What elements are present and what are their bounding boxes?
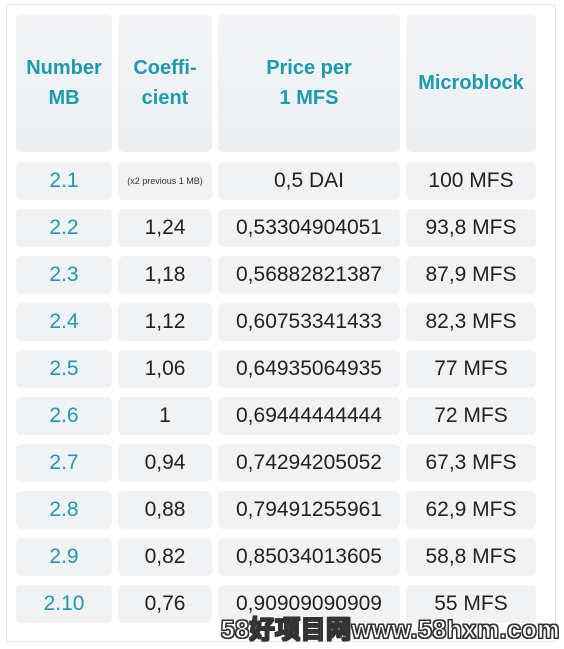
cell-coefficient: 1,12 (118, 303, 212, 341)
cell-coefficient: 0,76 (118, 585, 212, 623)
table-row: 2.4 1,12 0,60753341433 82,3 MFS (16, 303, 546, 341)
header-row: Number MB Coeffi- cient Price per 1 MFS … (16, 14, 546, 152)
cell-coefficient: 0,94 (118, 444, 212, 482)
cell-coefficient: 0,82 (118, 538, 212, 576)
header-number-mb: Number MB (16, 14, 112, 152)
table-row: 2.7 0,94 0,74294205052 67,3 MFS (16, 444, 546, 482)
cell-coefficient: 1 (118, 397, 212, 435)
cell-number-mb: 2.10 (16, 585, 112, 623)
pricing-table: Number MB Coeffi- cient Price per 1 MFS … (16, 14, 546, 632)
cell-price: 0,53304904051 (218, 209, 400, 247)
cell-microblock: 87,9 MFS (406, 256, 536, 294)
cell-number-mb: 2.8 (16, 491, 112, 529)
cell-number-mb: 2.2 (16, 209, 112, 247)
table-row: 2.10 0,76 0,90909090909 55 MFS (16, 585, 546, 623)
table-row: 2.1 (x2 previous 1 MB) 0,5 DAI 100 MFS (16, 162, 546, 200)
table-row: 2.5 1,06 0,64935064935 77 MFS (16, 350, 546, 388)
header-coefficient: Coeffi- cient (118, 14, 212, 152)
cell-price: 0,74294205052 (218, 444, 400, 482)
cell-coefficient: 0,88 (118, 491, 212, 529)
cell-price: 0,79491255961 (218, 491, 400, 529)
cell-number-mb: 2.7 (16, 444, 112, 482)
cell-price: 0,69444444444 (218, 397, 400, 435)
cell-number-mb: 2.9 (16, 538, 112, 576)
cell-number-mb: 2.6 (16, 397, 112, 435)
table-row: 2.9 0,82 0,85034013605 58,8 MFS (16, 538, 546, 576)
site-watermark: 58好项目网www.58hxm.com (220, 616, 560, 645)
cell-coefficient: 1,18 (118, 256, 212, 294)
cell-price: 0,60753341433 (218, 303, 400, 341)
header-price-per-mfs: Price per 1 MFS (218, 14, 400, 152)
cell-number-mb: 2.3 (16, 256, 112, 294)
cell-microblock: 67,3 MFS (406, 444, 536, 482)
cell-microblock: 93,8 MFS (406, 209, 536, 247)
table-row: 2.2 1,24 0,53304904051 93,8 MFS (16, 209, 546, 247)
cell-price: 0,90909090909 (218, 585, 400, 623)
table-row: 2.8 0,88 0,79491255961 62,9 MFS (16, 491, 546, 529)
cell-microblock: 58,8 MFS (406, 538, 536, 576)
cell-coefficient: 1,24 (118, 209, 212, 247)
table-row: 2.6 1 0,69444444444 72 MFS (16, 397, 546, 435)
cell-coefficient: (x2 previous 1 MB) (118, 162, 212, 200)
cell-number-mb: 2.5 (16, 350, 112, 388)
cell-number-mb: 2.1 (16, 162, 112, 200)
cell-microblock: 77 MFS (406, 350, 536, 388)
cell-price: 0,64935064935 (218, 350, 400, 388)
cell-microblock: 55 MFS (406, 585, 536, 623)
cell-microblock: 72 MFS (406, 397, 536, 435)
header-microblock: Microblock (406, 14, 536, 152)
cell-microblock: 100 MFS (406, 162, 536, 200)
cell-microblock: 82,3 MFS (406, 303, 536, 341)
cell-price: 0,5 DAI (218, 162, 400, 200)
cell-number-mb: 2.4 (16, 303, 112, 341)
table-row: 2.3 1,18 0,56882821387 87,9 MFS (16, 256, 546, 294)
cell-price: 0,56882821387 (218, 256, 400, 294)
cell-microblock: 62,9 MFS (406, 491, 536, 529)
cell-coefficient: 1,06 (118, 350, 212, 388)
cell-price: 0,85034013605 (218, 538, 400, 576)
